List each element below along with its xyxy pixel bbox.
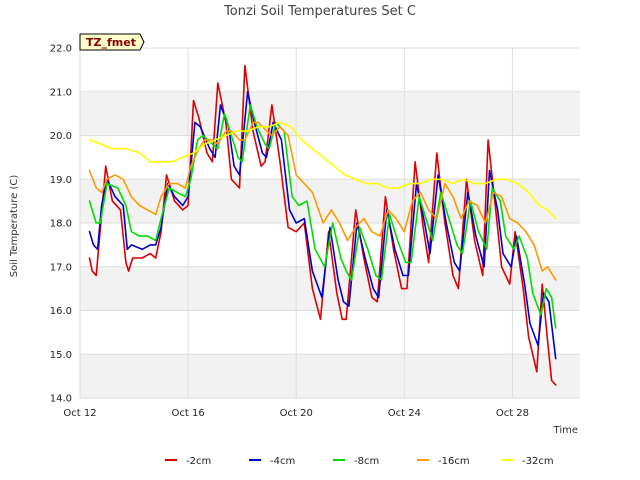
plot-band bbox=[80, 135, 580, 180]
badge-box bbox=[79, 33, 145, 51]
chart-title: Tonzi Soil Temperatures Set C bbox=[223, 4, 416, 19]
x-tick-label: Oct 20 bbox=[280, 408, 313, 419]
legend-label--8cm: -8cm bbox=[354, 456, 379, 467]
y-tick-label: 15.0 bbox=[50, 350, 72, 361]
x-tick-label: Oct 16 bbox=[172, 408, 205, 419]
legend-label--2cm: -2cm bbox=[186, 456, 211, 467]
plot-band bbox=[80, 48, 580, 92]
plot-band bbox=[80, 310, 580, 355]
series-line--2cm bbox=[88, 64, 557, 386]
y-tick-label: 21.0 bbox=[50, 87, 72, 98]
plot-band bbox=[80, 179, 580, 223]
series-line--16cm bbox=[88, 121, 557, 281]
gridlines bbox=[79, 47, 580, 399]
y-tick-label: 17.0 bbox=[50, 262, 72, 273]
y-tick-label: 16.0 bbox=[50, 306, 72, 317]
series-lines bbox=[88, 64, 557, 386]
plot-band bbox=[80, 91, 580, 136]
y-tick-label: 18.0 bbox=[50, 219, 72, 230]
legend-label--32cm: -32cm bbox=[522, 456, 554, 467]
x-tick-label: Oct 28 bbox=[496, 408, 529, 419]
y-tick-label: 22.0 bbox=[50, 44, 72, 55]
series-line--4cm bbox=[88, 91, 557, 360]
x-axis-label: Time bbox=[553, 425, 578, 436]
legend: -2cm -4cm -8cm -16cm -32cm bbox=[165, 456, 554, 467]
plot-band bbox=[80, 266, 580, 311]
x-axis-ticks: Oct 12 Oct 16 Oct 20 Oct 24 Oct 28 bbox=[63, 408, 529, 419]
x-tick-label: Oct 12 bbox=[63, 408, 96, 419]
y-tick-label: 20.0 bbox=[50, 131, 72, 142]
station-badge: TZ_fmet bbox=[79, 33, 145, 51]
plot-band bbox=[80, 354, 580, 398]
x-tick-label: Oct 24 bbox=[388, 408, 421, 419]
y-axis-label: Soil Temperature (C) bbox=[9, 175, 20, 278]
y-axis-ticks: 14.0 15.0 16.0 17.0 18.0 19.0 20.0 21.0 22.0 bbox=[50, 44, 72, 405]
y-tick-label: 19.0 bbox=[50, 175, 72, 186]
series-line--8cm bbox=[88, 104, 557, 329]
legend-label--4cm: -4cm bbox=[270, 456, 295, 467]
y-tick-label: 14.0 bbox=[50, 394, 72, 405]
series-line--32cm bbox=[88, 121, 557, 220]
legend-label--16cm: -16cm bbox=[438, 456, 470, 467]
badge-label: TZ_fmet bbox=[86, 36, 136, 49]
